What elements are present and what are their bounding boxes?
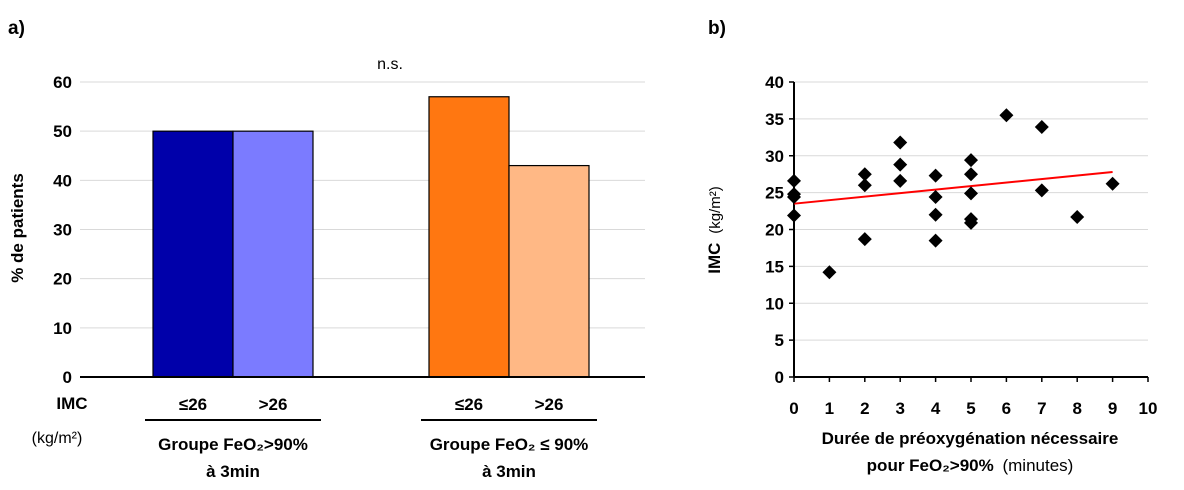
category-label: >26 (259, 395, 288, 414)
data-point (857, 167, 872, 182)
y-tick-label: 10 (765, 294, 784, 313)
data-point (787, 190, 801, 205)
group-labels: Groupe FeO₂>90% à 3min Groupe FeO₂ ≤ 90% à … (145, 419, 597, 481)
x-tick-label: 7 (1037, 399, 1046, 418)
data-point (893, 135, 908, 150)
data-point (893, 173, 908, 188)
x-tick-label: 8 (1072, 399, 1081, 418)
y-axis-label: % de patients (8, 173, 27, 283)
x-axis-label-line1: Durée de préoxygénation nécessaire (822, 429, 1119, 448)
category-label: ≤26 (455, 395, 483, 414)
data-point (928, 190, 943, 205)
data-point (999, 108, 1014, 123)
data-point (928, 207, 943, 222)
group-label-line1: Groupe FeO₂>90% (158, 435, 308, 454)
x-tick-label: 5 (966, 399, 975, 418)
group-label-line2: à 3min (482, 462, 536, 481)
y-tick-labels: 0 5 10 15 20 25 30 35 40 (765, 73, 784, 387)
category-labels: ≤26 >26 ≤26 >26 (179, 395, 564, 414)
bar (508, 164, 590, 378)
data-point (964, 167, 978, 182)
data-point (822, 265, 837, 280)
panel-a-label: a) (8, 18, 25, 39)
y-tick-label: 30 (53, 221, 72, 240)
data-point (1034, 119, 1049, 134)
data-point (857, 232, 872, 247)
y-tick-label: 60 (53, 73, 72, 92)
y-tick-label: 20 (765, 221, 784, 240)
bar (232, 130, 314, 378)
y-tick-labels: 0 10 20 30 40 50 60 (53, 73, 72, 387)
category-label: >26 (535, 395, 564, 414)
data-point (787, 208, 801, 223)
group-label-line1: Groupe FeO₂ ≤ 90% (430, 435, 589, 454)
bar (428, 96, 510, 378)
x-tick-labels: 0 1 2 3 4 5 6 7 8 9 10 (789, 399, 1157, 418)
data-point (964, 153, 978, 168)
x-tick-label: 6 (1002, 399, 1011, 418)
trendline (793, 170, 1113, 205)
data-point (964, 186, 978, 201)
panel-b-label: b) (708, 18, 726, 39)
data-points (787, 108, 1120, 280)
y-tick-label: 5 (775, 331, 784, 350)
y-tick-label: 15 (765, 257, 784, 276)
x-axis-label-line2: pour FeO₂>90% (minutes) (867, 456, 1074, 475)
x-tick-label: 4 (931, 399, 941, 418)
x-tick-label: 10 (1139, 399, 1158, 418)
y-tick-label: 30 (765, 147, 784, 166)
data-point (928, 168, 943, 183)
x-tick-label: 2 (860, 399, 869, 418)
data-point (1070, 209, 1085, 224)
y-tick-label: 50 (53, 122, 72, 141)
y-axis-label: IMC (kg/m²) (705, 186, 724, 273)
y-tick-label: 10 (53, 319, 72, 338)
data-point (1034, 183, 1049, 198)
x-tick-label: 1 (825, 399, 834, 418)
y-tick-label: 0 (775, 368, 784, 387)
y-tick-label: 25 (765, 184, 784, 203)
y-tick-label: 40 (765, 73, 784, 92)
x-tick-label: 3 (895, 399, 904, 418)
x-prefix-unit: (kg/m²) (32, 430, 83, 447)
y-tick-label: 20 (53, 270, 72, 289)
gridlines (789, 81, 1149, 382)
significance-annotation: n.s. (377, 56, 403, 73)
y-tick-label: 0 (63, 368, 72, 387)
x-tick-label: 0 (789, 399, 798, 418)
bar (152, 130, 234, 378)
data-point (964, 215, 978, 230)
category-label: ≤26 (179, 395, 207, 414)
data-point (857, 178, 872, 193)
x-tick-label: 9 (1108, 399, 1117, 418)
bars (152, 96, 590, 378)
y-tick-label: 35 (765, 110, 784, 129)
x-prefix-label: IMC (56, 394, 87, 413)
scatter-chart-panel: b) 0 5 10 15 20 25 30 35 40 0 1 2 3 4 5 6 7 8 9 10 IMC (kg… (705, 18, 1157, 475)
data-point (928, 233, 943, 248)
data-point (893, 157, 908, 172)
group-label-line2: à 3min (206, 462, 260, 481)
y-tick-label: 40 (53, 171, 72, 190)
data-point (1105, 176, 1120, 191)
data-point (787, 173, 801, 188)
